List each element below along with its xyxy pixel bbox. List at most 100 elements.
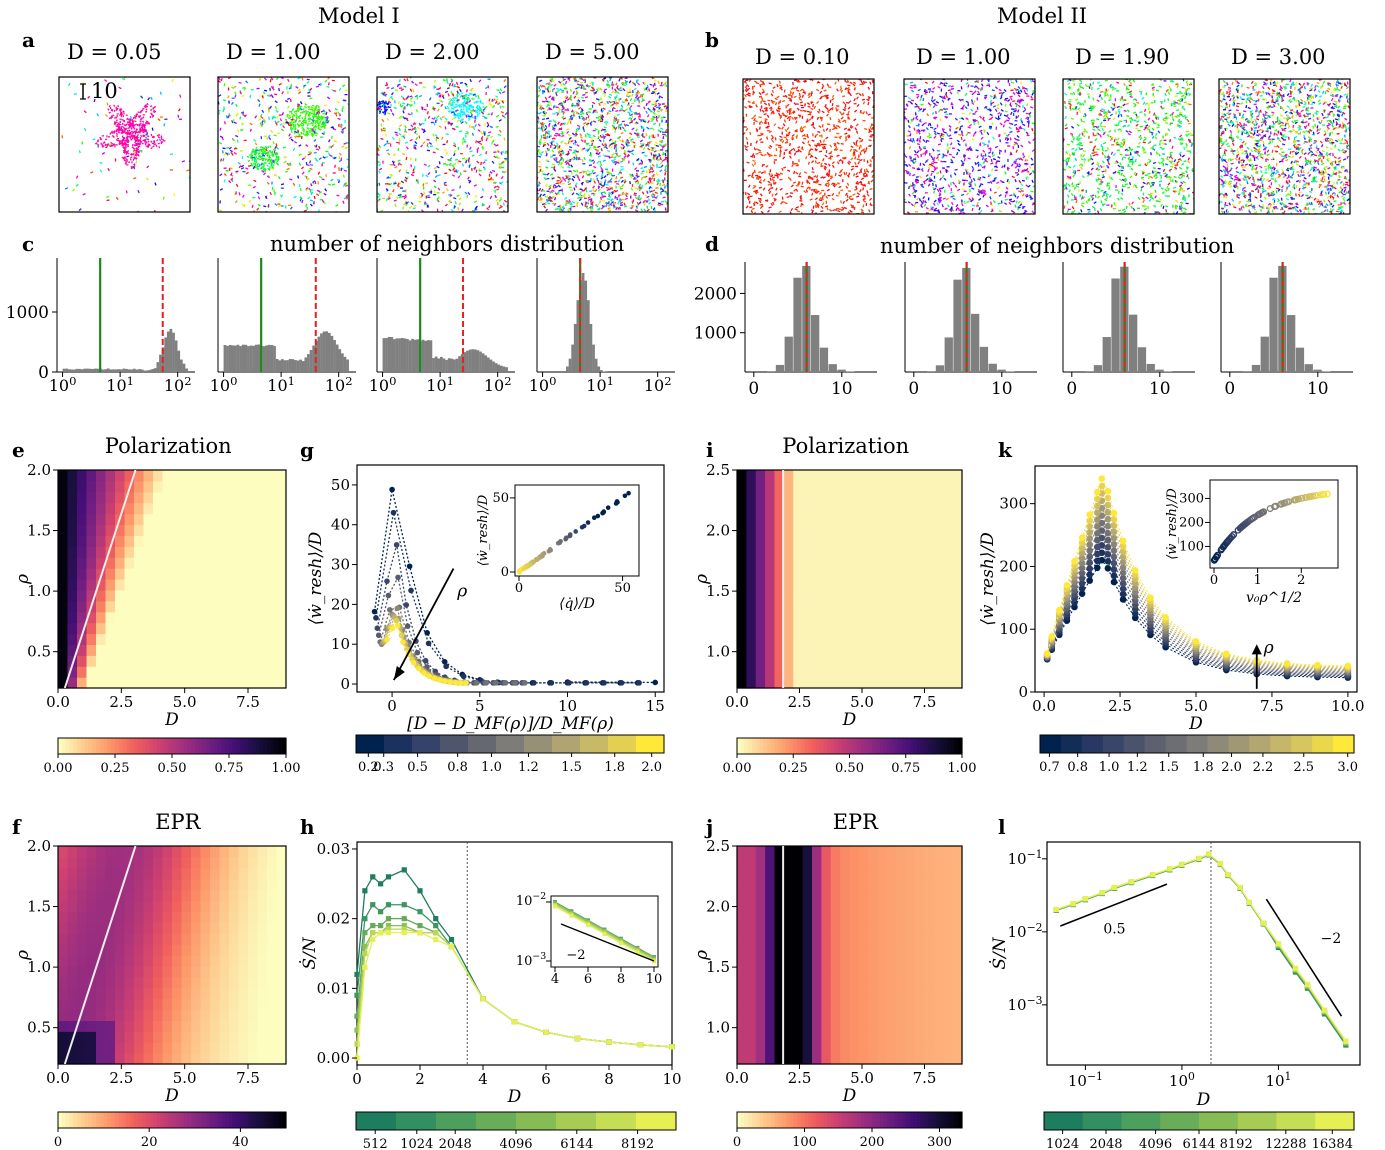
particle <box>629 105 633 109</box>
particle <box>614 126 618 131</box>
particle <box>566 130 570 134</box>
particle <box>576 144 580 147</box>
particle <box>146 165 150 169</box>
particle <box>306 177 310 181</box>
particle <box>326 85 330 88</box>
particle <box>603 145 606 149</box>
particle <box>825 182 829 185</box>
particle <box>552 127 556 130</box>
particle <box>473 166 477 170</box>
particle <box>138 139 141 142</box>
particle <box>576 201 579 205</box>
particle <box>558 145 561 149</box>
particle <box>567 177 571 181</box>
particle <box>301 122 305 125</box>
particle <box>537 160 542 164</box>
particle <box>384 133 388 137</box>
particle <box>414 146 417 150</box>
particle <box>580 108 584 112</box>
particle <box>336 100 340 104</box>
particle <box>121 144 124 147</box>
particle <box>301 111 304 114</box>
particle <box>834 172 837 176</box>
particle <box>301 77 304 81</box>
particle <box>609 203 613 207</box>
particle <box>563 122 566 126</box>
particle <box>620 179 624 183</box>
particle <box>653 79 657 82</box>
particle <box>113 104 116 107</box>
particle <box>459 114 462 117</box>
particle <box>615 176 618 180</box>
particle <box>248 165 252 167</box>
particle <box>576 99 580 104</box>
particle <box>223 179 226 183</box>
particle <box>341 129 344 133</box>
particle <box>317 171 321 175</box>
particle <box>613 202 616 206</box>
particle <box>648 140 652 144</box>
particle <box>414 130 417 134</box>
particle <box>299 188 302 192</box>
particle <box>258 155 262 158</box>
particle <box>276 163 280 166</box>
particle <box>141 142 144 145</box>
particle <box>381 101 385 105</box>
particle <box>612 106 616 110</box>
particle <box>404 124 407 129</box>
particle <box>658 139 663 143</box>
particle <box>553 166 556 170</box>
particle <box>398 181 402 185</box>
particle <box>403 78 407 82</box>
particle <box>483 167 486 171</box>
particle <box>404 194 407 198</box>
particle <box>847 161 851 165</box>
particle <box>746 84 750 88</box>
snapshot-particles <box>218 77 349 212</box>
particle <box>661 145 665 149</box>
particle <box>267 203 270 208</box>
particle <box>647 198 651 202</box>
particle <box>640 144 644 147</box>
particle <box>135 154 138 157</box>
particle <box>422 130 426 134</box>
particle <box>466 113 469 116</box>
particle <box>598 102 601 106</box>
particle <box>792 87 797 90</box>
particle <box>499 165 502 170</box>
particle <box>591 82 594 87</box>
particle <box>499 204 503 208</box>
particle <box>292 125 296 128</box>
particle <box>567 77 571 80</box>
particle <box>869 126 872 130</box>
particle <box>115 125 118 128</box>
particle <box>241 156 244 160</box>
particle <box>283 156 287 159</box>
snapshot-frame <box>536 76 669 213</box>
particle <box>73 92 77 95</box>
particle <box>630 187 634 191</box>
particle <box>593 165 597 169</box>
particle <box>585 122 590 126</box>
particle <box>790 87 794 91</box>
particle <box>302 132 305 136</box>
particle <box>465 109 468 113</box>
particle <box>438 99 442 102</box>
particle <box>629 98 633 102</box>
particle <box>547 202 551 205</box>
particle <box>860 211 865 214</box>
particle <box>426 111 429 115</box>
particle <box>645 144 649 146</box>
particle <box>219 188 224 191</box>
particle <box>839 88 843 92</box>
particle <box>541 121 544 126</box>
particle <box>405 118 409 122</box>
particle <box>289 116 292 119</box>
particle <box>610 201 614 204</box>
particle <box>596 88 599 92</box>
particle <box>241 194 245 198</box>
particle <box>818 150 823 153</box>
particle <box>455 100 458 103</box>
particle <box>766 136 769 140</box>
particle <box>387 194 391 199</box>
